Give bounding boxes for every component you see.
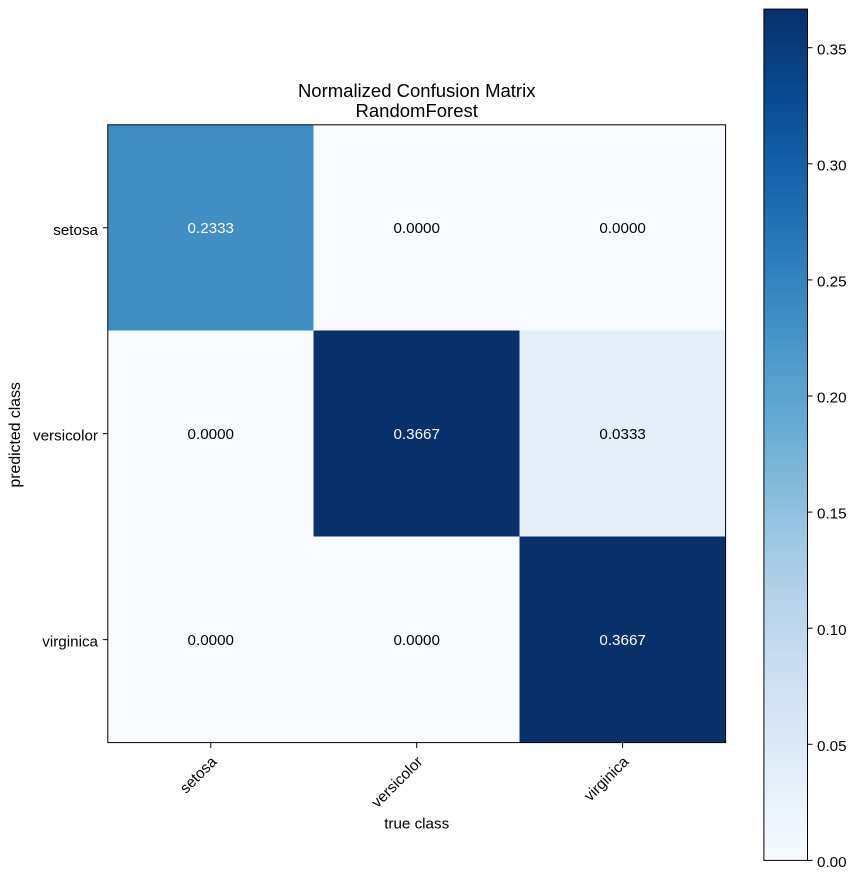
svg-text:0.05: 0.05 xyxy=(817,738,847,755)
svg-text:0.15: 0.15 xyxy=(817,506,847,523)
svg-text:Normalized Confusion Matrix: Normalized Confusion Matrix xyxy=(298,80,536,101)
svg-text:setosa: setosa xyxy=(53,222,98,239)
svg-text:0.0000: 0.0000 xyxy=(393,632,439,649)
svg-text:0.0000: 0.0000 xyxy=(188,426,234,443)
svg-text:0.0000: 0.0000 xyxy=(188,632,234,649)
svg-text:0.3667: 0.3667 xyxy=(599,632,645,649)
svg-text:0.35: 0.35 xyxy=(817,41,847,58)
svg-text:0.0000: 0.0000 xyxy=(393,220,439,237)
svg-text:true class: true class xyxy=(384,815,449,832)
svg-text:0.25: 0.25 xyxy=(817,274,847,291)
svg-text:0.3667: 0.3667 xyxy=(393,426,439,443)
svg-text:0.20: 0.20 xyxy=(817,390,847,407)
svg-text:virginica: virginica xyxy=(42,634,98,651)
svg-text:0.10: 0.10 xyxy=(817,622,847,639)
svg-text:0.30: 0.30 xyxy=(817,157,847,174)
svg-text:0.0000: 0.0000 xyxy=(599,220,645,237)
svg-text:predicted class: predicted class xyxy=(7,382,24,487)
svg-text:versicolor: versicolor xyxy=(33,428,98,445)
svg-text:0.0333: 0.0333 xyxy=(599,426,645,443)
svg-text:0.2333: 0.2333 xyxy=(188,220,234,237)
svg-text:0.00: 0.00 xyxy=(817,854,847,871)
svg-text:RandomForest: RandomForest xyxy=(356,100,478,121)
